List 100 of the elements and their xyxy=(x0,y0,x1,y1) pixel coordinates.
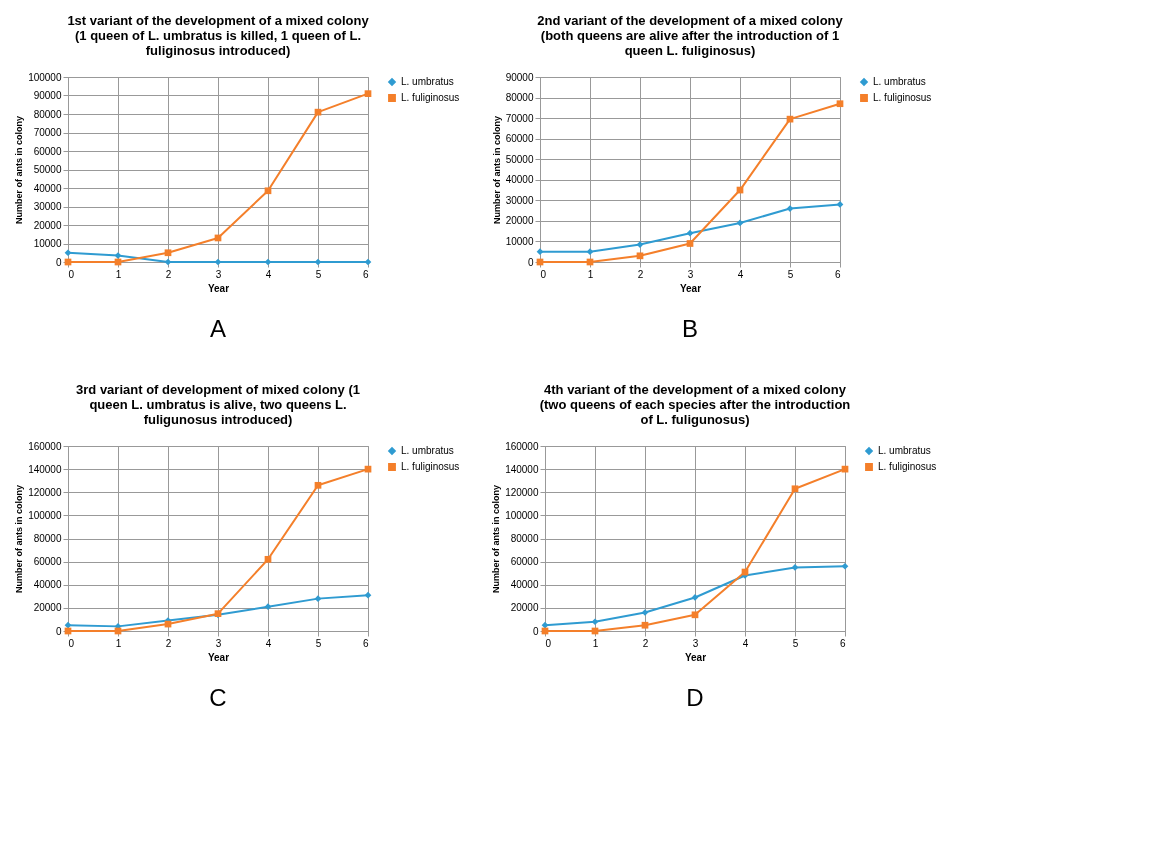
x-tick-label: 5 xyxy=(315,268,322,280)
x-tick-label: 2 xyxy=(637,268,644,280)
legend-label: L. umbratus xyxy=(401,76,454,87)
y-tick-label: 160000 xyxy=(505,440,539,452)
x-tick-label: 0 xyxy=(68,637,75,649)
y-tick-label: 40000 xyxy=(510,579,539,591)
y-tick-label: 80000 xyxy=(33,108,62,120)
y-tick-label: 10000 xyxy=(505,235,534,247)
x-tick-label: 0 xyxy=(545,637,552,649)
point xyxy=(641,621,649,629)
text: A xyxy=(209,315,227,342)
text: B xyxy=(681,315,699,342)
x-tick-label: 3 xyxy=(215,637,222,649)
x-tick-label: 3 xyxy=(692,637,699,649)
y-tick-label: 80000 xyxy=(510,533,539,544)
y-tick-label: 100000 xyxy=(505,509,539,521)
x-tick-label: 1 xyxy=(115,637,122,649)
x-tick-label: 2 xyxy=(165,268,172,280)
y-tick-label: 30000 xyxy=(33,201,62,212)
point xyxy=(264,555,272,563)
x-axis-title: Year xyxy=(207,282,230,294)
x-axis-title: Year xyxy=(684,651,707,663)
y-tick-label: 20000 xyxy=(33,219,62,231)
point xyxy=(841,562,849,570)
point xyxy=(691,611,699,619)
legend-label: L. fuliginosus xyxy=(401,92,460,103)
x-tick-label: 6 xyxy=(362,637,369,649)
point xyxy=(836,100,844,108)
y-tick-label: 30000 xyxy=(505,194,534,206)
y-axis-title: Number of ants in colony xyxy=(14,115,25,225)
legend-label: L. fuliginosus xyxy=(873,92,932,103)
y-tick-label: 140000 xyxy=(28,463,62,475)
point xyxy=(314,481,322,489)
point xyxy=(736,219,744,227)
y-tick-label: 80000 xyxy=(505,92,534,104)
x-tick-label: 6 xyxy=(834,268,841,280)
legend-label: L. fuliginosus xyxy=(401,461,460,472)
point xyxy=(686,240,694,247)
x-tick-label: 3 xyxy=(215,268,222,280)
x-tick-label: 4 xyxy=(742,637,749,649)
point xyxy=(586,248,594,256)
y-tick-label: 80000 xyxy=(33,533,62,544)
y-tick-label: 20000 xyxy=(510,602,539,614)
y-tick-label: 60000 xyxy=(505,133,534,145)
x-tick-label: 5 xyxy=(787,268,794,280)
text: C xyxy=(209,684,227,711)
y-tick-label: 20000 xyxy=(33,602,62,614)
y-axis-title: Number of ants in colony xyxy=(491,115,502,225)
y-tick-label: 20000 xyxy=(505,215,534,227)
y-tick-label: 90000 xyxy=(33,90,62,101)
y-tick-label: 100000 xyxy=(28,509,62,521)
x-tick-label: 0 xyxy=(68,268,75,280)
x-tick-label: 5 xyxy=(792,637,799,649)
y-tick-label: 160000 xyxy=(28,440,62,452)
y-tick-label: 10000 xyxy=(33,238,62,249)
legend-label: L. fuliginosus xyxy=(878,461,937,472)
x-tick-label: 2 xyxy=(165,637,172,649)
x-tick-label: 6 xyxy=(362,268,369,280)
y-tick-label: 60000 xyxy=(33,556,62,568)
point xyxy=(64,249,72,257)
x-tick-label: 1 xyxy=(587,268,594,280)
legend-label: L. umbratus xyxy=(873,76,926,87)
y-tick-label: 140000 xyxy=(505,463,539,475)
point xyxy=(164,249,172,257)
x-tick-label: 3 xyxy=(687,268,694,280)
x-tick-label: 4 xyxy=(265,268,272,280)
y-tick-label: 0 xyxy=(527,256,534,268)
x-axis-title: Year xyxy=(207,651,230,663)
chart-title: 1st variant of the development of a mixed colony (1 queen of L. umbratus is killed, 1 queen of L. fuliginosus introduced) xyxy=(67,13,370,58)
y-axis-title: Number of ants in colony xyxy=(491,484,502,594)
y-tick-label: 40000 xyxy=(33,182,62,194)
point xyxy=(791,485,799,493)
x-tick-label: 4 xyxy=(737,268,744,280)
y-tick-label: 50000 xyxy=(33,164,62,175)
point xyxy=(591,618,599,626)
y-tick-label: 0 xyxy=(55,256,62,268)
chart-title: 3rd variant of development of mixed colony (1 queen L. umbratus is alive, two queens L. fuligunosus introduced) xyxy=(76,382,360,427)
point xyxy=(314,108,322,116)
y-tick-label: 70000 xyxy=(33,127,62,138)
x-tick-label: 6 xyxy=(839,637,846,649)
chart-title: 2nd variant of the development of a mixed colony (both queens are alive after the introduction of 1 queen L. fuliginosus) xyxy=(537,13,844,58)
x-tick-label: 1 xyxy=(592,637,599,649)
y-tick-label: 90000 xyxy=(505,71,534,83)
legend-label: L. umbratus xyxy=(878,445,931,456)
x-tick-label: 0 xyxy=(540,268,547,280)
y-tick-label: 120000 xyxy=(505,486,539,498)
chart-title: 4th variant of the development of a mixed colony (two queens of each species after the introduction of L. fuligunosus) xyxy=(539,382,851,427)
point xyxy=(364,258,372,266)
y-tick-label: 40000 xyxy=(505,174,534,186)
y-tick-label: 60000 xyxy=(33,145,62,157)
point xyxy=(364,90,372,97)
x-tick-label: 1 xyxy=(115,268,122,280)
y-tick-label: 100000 xyxy=(28,71,62,83)
y-tick-label: 120000 xyxy=(28,486,62,498)
point xyxy=(264,187,272,195)
y-tick-label: 60000 xyxy=(510,556,539,568)
text: D xyxy=(686,684,704,711)
y-tick-label: 0 xyxy=(55,625,62,637)
y-tick-label: 40000 xyxy=(33,579,62,591)
point xyxy=(364,591,372,599)
